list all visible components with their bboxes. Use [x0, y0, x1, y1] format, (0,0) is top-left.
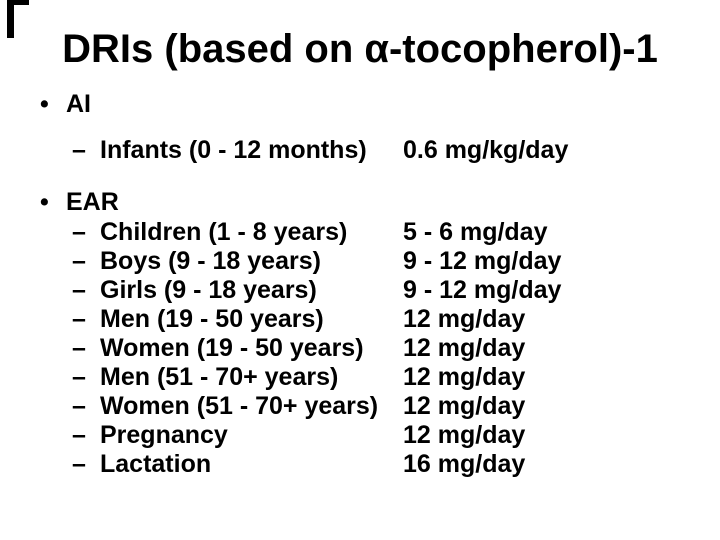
item-value: 12 mg/day	[403, 334, 526, 362]
bullet-icon: •	[40, 188, 49, 216]
item-label: Children (1 - 8 years)	[100, 218, 348, 246]
section-rows-ear: – Children (1 - 8 years) 5 - 6 mg/day – …	[0, 218, 720, 479]
dash-icon: –	[72, 363, 86, 391]
item-value: 12 mg/day	[403, 363, 526, 391]
item-value: 16 mg/day	[403, 450, 526, 478]
section-heading-ai: • AI	[0, 90, 720, 119]
list-item: – Infants (0 - 12 months) 0.6 mg/kg/day	[0, 136, 720, 165]
item-value: 0.6 mg/kg/day	[403, 136, 569, 164]
list-item: – Men (51 - 70+ years) 12 mg/day	[0, 363, 720, 392]
section-rows-ai: – Infants (0 - 12 months) 0.6 mg/kg/day	[0, 136, 720, 165]
dash-icon: –	[72, 305, 86, 333]
item-label: Women (51 - 70+ years)	[100, 392, 379, 420]
item-value: 9 - 12 mg/day	[403, 247, 562, 275]
corner-mark-horizontal	[7, 0, 29, 5]
item-label: Pregnancy	[100, 421, 228, 449]
item-value: 12 mg/day	[403, 421, 526, 449]
item-label: Lactation	[100, 450, 212, 478]
item-value: 9 - 12 mg/day	[403, 276, 562, 304]
dash-icon: –	[72, 247, 86, 275]
corner-mark-vertical	[7, 0, 14, 38]
item-label: Men (51 - 70+ years)	[100, 363, 339, 391]
list-item: – Girls (9 - 18 years) 9 - 12 mg/day	[0, 276, 720, 305]
list-item: – Men (19 - 50 years) 12 mg/day	[0, 305, 720, 334]
dash-icon: –	[72, 450, 86, 478]
item-label: Infants (0 - 12 months)	[100, 136, 367, 164]
list-item: – Women (51 - 70+ years) 12 mg/day	[0, 392, 720, 421]
item-label: Boys (9 - 18 years)	[100, 247, 321, 275]
item-label: Men (19 - 50 years)	[100, 305, 324, 333]
dash-icon: –	[72, 218, 86, 246]
list-item: – Pregnancy 12 mg/day	[0, 421, 720, 450]
item-value: 12 mg/day	[403, 392, 526, 420]
dash-icon: –	[72, 421, 86, 449]
list-item: – Lactation 16 mg/day	[0, 450, 720, 479]
item-label: Women (19 - 50 years)	[100, 334, 364, 362]
item-label: Girls (9 - 18 years)	[100, 276, 317, 304]
list-item: – Women (19 - 50 years) 12 mg/day	[0, 334, 720, 363]
item-value: 12 mg/day	[403, 305, 526, 333]
list-item: – Boys (9 - 18 years) 9 - 12 mg/day	[0, 247, 720, 276]
dash-icon: –	[72, 392, 86, 420]
bullet-icon: •	[40, 90, 49, 118]
dash-icon: –	[72, 136, 86, 164]
section-heading-ear: • EAR	[0, 188, 720, 217]
dash-icon: –	[72, 334, 86, 362]
section-label: AI	[66, 90, 91, 118]
dash-icon: –	[72, 276, 86, 304]
slide-title: DRIs (based on α-tocopherol)-1	[62, 27, 658, 71]
item-value: 5 - 6 mg/day	[403, 218, 548, 246]
list-item: – Children (1 - 8 years) 5 - 6 mg/day	[0, 218, 720, 247]
section-label: EAR	[66, 188, 119, 216]
